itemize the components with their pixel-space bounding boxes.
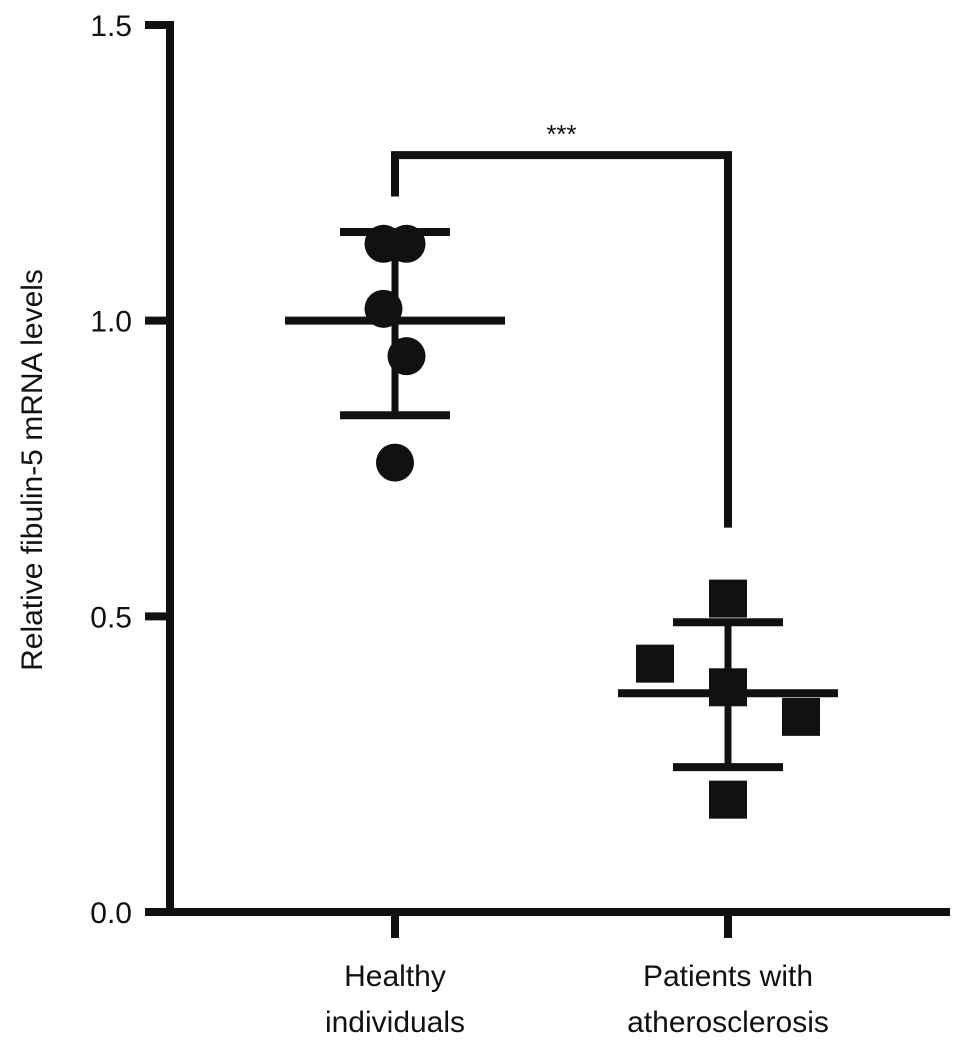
data-point-square <box>782 697 820 736</box>
axes: 0.0 0.5 1.0 1.5 Healthy individuals Patients w… <box>90 10 950 1039</box>
data-marks: *** <box>285 119 838 819</box>
y-tick-label: 0.5 <box>90 601 132 634</box>
y-tick-label: 1.5 <box>90 10 132 43</box>
x-tick-label: individuals <box>325 1006 465 1039</box>
data-point-square <box>709 780 747 819</box>
x-tick-label: Healthy <box>344 960 446 993</box>
significance-label: *** <box>546 119 576 149</box>
data-point-square <box>636 644 674 683</box>
y-axis-label: Relative fibulin-5 mRNA levels <box>16 269 49 671</box>
significance-bracket <box>391 151 732 528</box>
data-point-circle <box>376 443 414 482</box>
y-tick-label: 1.0 <box>90 306 132 339</box>
data-point-square <box>709 579 747 618</box>
y-tick-label: 0.0 <box>90 897 132 930</box>
x-tick-label: atherosclerosis <box>627 1006 829 1039</box>
x-tick-label: Patients with <box>643 960 813 993</box>
